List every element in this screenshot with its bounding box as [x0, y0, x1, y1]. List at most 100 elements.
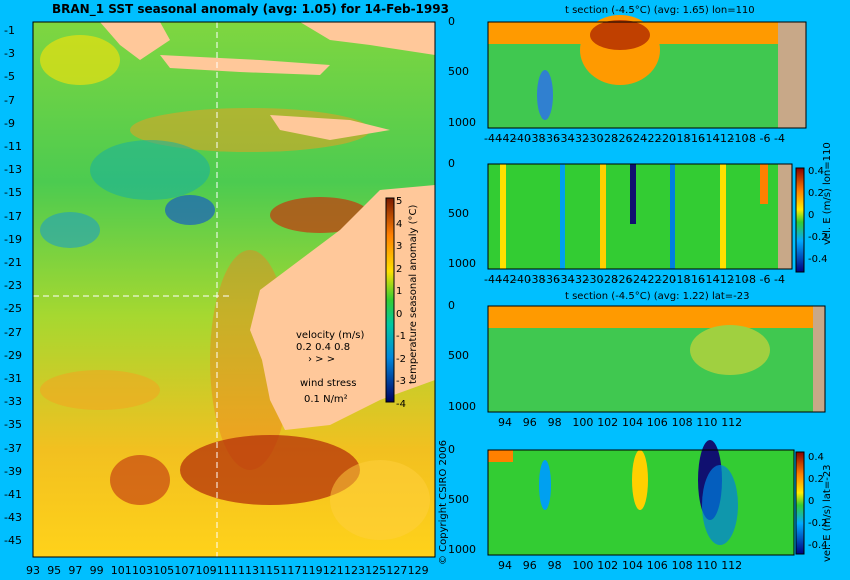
- panel-4-x-tick: 110: [696, 559, 718, 572]
- panel-2-x-tick: -4: [774, 273, 785, 286]
- panel-1-x-tick: -42: [498, 132, 517, 145]
- panel-1-x-tick: -14: [701, 132, 720, 145]
- map-lat-tick-label: -33: [4, 395, 22, 409]
- panel-4-x-tick: 112: [721, 559, 743, 572]
- panel-1-x-tick: -34: [556, 132, 575, 145]
- panel-4-x-tick: 106: [646, 559, 668, 572]
- panel-2-x-tick: -44: [484, 273, 502, 286]
- map-colorbar-tick: -3: [396, 376, 406, 387]
- map-lon-tick-label: 103: [132, 564, 153, 577]
- panel-3-y-tick: 500: [448, 349, 469, 363]
- map-lon-tick-label: 113: [238, 564, 259, 577]
- panel-4-y-tick: 500: [448, 493, 469, 506]
- panel-2-x-tick: -42: [498, 273, 517, 286]
- panel-2-x-tick: -36: [542, 273, 560, 286]
- map-lat-tick-label: -15: [4, 186, 22, 200]
- panel-2-x-tick: -16: [687, 273, 705, 286]
- panel-3-x-tick: 110: [696, 416, 718, 429]
- panel-2-x-tick: -40: [513, 273, 531, 286]
- map-lon-tick-label: 95: [47, 564, 62, 577]
- map-lon-tick-label: 93: [26, 564, 40, 577]
- map-lat-tick-label: -43: [4, 511, 22, 525]
- map-lat-tick-label: -37: [4, 441, 22, 455]
- map-lat-tick-label: -3: [4, 47, 15, 61]
- panel-3-x-tick: 112: [721, 416, 743, 429]
- map-lat-tick-label: -19: [4, 232, 22, 246]
- panel-1-y-tick: 0: [448, 15, 455, 28]
- map-colorbar: [385, 197, 395, 403]
- map-lon-tick-label: 111: [216, 564, 238, 577]
- panel-4-x-tick: 96: [522, 559, 537, 572]
- panel-3-y-tick: 1000: [448, 399, 476, 413]
- panel-1-x-tick: -22: [643, 132, 662, 145]
- map-lat-tick-label: -21: [4, 256, 22, 269]
- panel-4-x-tick: 102: [597, 559, 619, 572]
- panel-1-y-tick: 1000: [448, 115, 476, 129]
- panel-1-x-tick: -30: [585, 132, 604, 145]
- panel-4-x-tick: 100: [572, 559, 594, 572]
- map-title: BRAN_1 SST seasonal anomaly (avg: 1.05) …: [52, 2, 449, 16]
- map-colorbar-tick: -2: [396, 353, 406, 365]
- panel-4-colorbar-tick: 0.4: [808, 452, 824, 463]
- panel-3-x-tick: 102: [597, 416, 619, 429]
- panel-1-y-tick: 500: [448, 65, 469, 79]
- map-lat-tick-label: -17: [4, 209, 22, 223]
- panel-2-colorbar-tick: 0.2: [808, 188, 824, 199]
- map-lat-tick-label: -27: [4, 325, 22, 339]
- panel-2-colorbar: [795, 167, 805, 273]
- map-colorbar-tick: -1: [396, 331, 406, 342]
- map-lon-tick-label: 115: [259, 564, 281, 577]
- panel-4-colorbar-tick: 0: [808, 496, 815, 507]
- panel-2-x-tick: -38: [527, 273, 546, 286]
- panel-4-colorbar-tick: -0.2: [808, 518, 828, 529]
- panel-2-y-tick: 0: [448, 157, 455, 170]
- panel-2-x-tick: -26: [614, 273, 633, 286]
- map-colorbar-tick: 2: [396, 263, 403, 275]
- panel-4-x-tick: 98: [547, 559, 562, 572]
- panel-1-x-tick: -18: [672, 132, 691, 145]
- map-lon-tick-label: 129: [407, 564, 429, 577]
- map-lat-tick-label: -13: [4, 163, 22, 177]
- map-lon-tick-label: 97: [68, 564, 83, 577]
- panel-4-x-tick: 94: [498, 559, 512, 572]
- velocity-legend-values: 0.2 0.4 0.8: [296, 342, 351, 353]
- panel-4-colorbar: [795, 451, 805, 555]
- panel-4-colorbar-tick: 0.2: [808, 474, 824, 485]
- panel-2-field: [487, 163, 793, 270]
- panel-2-x-tick: -14: [701, 273, 720, 286]
- panel-1-x-tick: -36: [542, 132, 560, 145]
- map-lat-tick-label: -45: [4, 534, 22, 548]
- panel-3-x-tick: 108: [671, 416, 693, 429]
- panel-1-field: [487, 15, 807, 129]
- panel-2-y-tick: 500: [448, 207, 469, 220]
- panel-2-x-tick: -6: [759, 273, 771, 286]
- panel-3-x-tick: 96: [522, 416, 537, 429]
- panel-4-colorbar-tick: -0.4: [808, 540, 828, 551]
- map-lat-tick-label: -7: [4, 93, 15, 107]
- map-colorbar-tick: 5: [396, 196, 403, 207]
- panel-2-colorbar-tick: 0: [808, 210, 815, 221]
- panel-1-x-tick: -38: [527, 132, 546, 145]
- map-lon-tick-label: 123: [344, 564, 365, 577]
- map-lat-tick-label: -29: [4, 348, 22, 362]
- panel-2-x-tick: -24: [629, 273, 647, 286]
- panel-1-x-tick: -32: [571, 132, 589, 145]
- map-lat-tick-label: -9: [4, 116, 15, 130]
- anomaly-blobs: [40, 35, 430, 540]
- panel-3-y-tick: 0: [448, 299, 455, 312]
- panel-2-x-tick: -20: [658, 273, 676, 286]
- panel-1-x-tick: -10: [730, 132, 749, 145]
- panel-2-x-tick: -30: [585, 273, 604, 286]
- panel-4-field: [487, 440, 795, 556]
- map-lat-tick-label: -39: [4, 464, 22, 478]
- panel-1-x-tick: -6: [759, 132, 771, 145]
- panel-4-y-tick: 0: [448, 443, 455, 456]
- map-lon-tick-label: 119: [301, 564, 323, 577]
- panel-2-x-tick: -8: [745, 273, 756, 286]
- panel-2-x-tick: -12: [716, 273, 734, 286]
- map-lat-tick-label: -23: [4, 279, 22, 293]
- panel-3-x-tick: 94: [498, 416, 512, 429]
- panel-1-x-tick: -16: [687, 132, 705, 145]
- map-lon-tick-label: 125: [365, 564, 387, 577]
